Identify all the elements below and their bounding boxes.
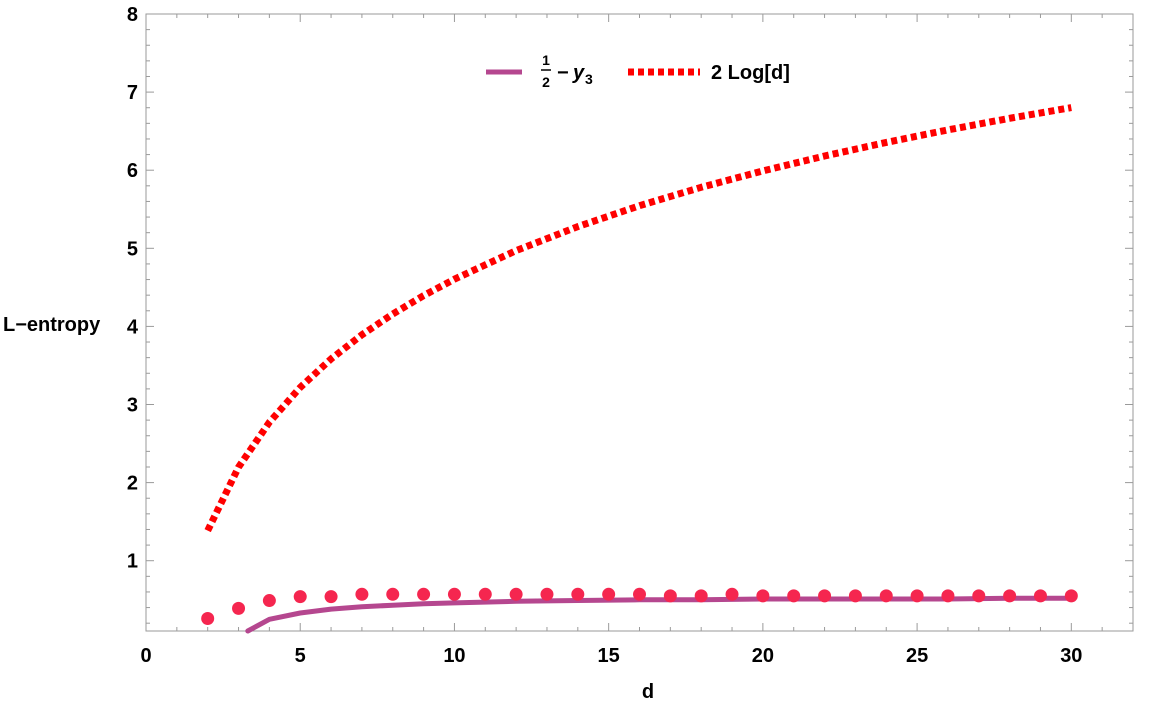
data-point [571, 587, 585, 601]
x-tick-label: 30 [1060, 645, 1082, 667]
series-line-two_log_d [204, 104, 1072, 533]
tick-labels: 0 5 10 15 20 25 30 1 2 3 4 5 6 7 8 [127, 4, 1083, 667]
x-tick-label: 20 [752, 645, 774, 667]
data-point [848, 589, 862, 603]
x-tick-label: 0 [140, 645, 151, 667]
plot-frame [145, 13, 1134, 632]
data-point [787, 589, 801, 603]
data-point [694, 589, 708, 603]
y-tick-label: 1 [127, 551, 138, 573]
data-point [602, 587, 616, 601]
data-point [478, 587, 492, 601]
data-point [972, 589, 986, 603]
data-point [262, 594, 276, 608]
legend-minus-sign: − [557, 62, 569, 84]
data-point [879, 589, 893, 603]
data-point [1064, 589, 1078, 603]
legend: 1 2 − y 3 2 Log[d] [486, 52, 790, 90]
x-axis-title: d [642, 681, 654, 703]
data-point [910, 589, 924, 603]
data-point [941, 589, 955, 603]
data-point [355, 587, 369, 601]
x-tick-label: 5 [295, 645, 306, 667]
data-point [1003, 589, 1017, 603]
series-layer [201, 104, 1078, 634]
legend-frac-numerator: 1 [542, 52, 550, 68]
ticks [145, 13, 1134, 631]
y-tick-label: 6 [127, 160, 138, 182]
y-tick-label: 8 [127, 4, 138, 26]
data-point [293, 590, 307, 604]
series-line-half_minus_y3 [245, 595, 1074, 634]
data-point [386, 587, 400, 601]
y-tick-label: 3 [127, 395, 138, 417]
data-point [818, 589, 832, 603]
y-tick-label: 2 [127, 473, 138, 495]
data-point [1033, 589, 1047, 603]
data-point [756, 589, 770, 603]
data-point [633, 587, 646, 601]
data-point [540, 587, 554, 601]
data-point [725, 587, 739, 601]
data-point [201, 612, 215, 626]
legend-label-two-log-d: 2 Log[d] [711, 62, 790, 84]
data-point [663, 589, 677, 603]
data-point [324, 590, 338, 604]
data-point [417, 587, 431, 601]
y-tick-label: 7 [127, 82, 138, 104]
data-point [447, 587, 461, 601]
legend-subscript: 3 [585, 71, 593, 87]
x-tick-label: 15 [598, 645, 620, 667]
legend-var-y: y [572, 62, 585, 84]
x-tick-label: 10 [443, 645, 465, 667]
x-tick-label: 25 [906, 645, 928, 667]
data-point [232, 601, 246, 615]
legend-frac-denominator: 2 [542, 74, 550, 90]
data-point [509, 587, 523, 601]
y-axis-title: L−entropy [3, 314, 101, 336]
y-tick-label: 4 [127, 316, 139, 338]
y-tick-label: 5 [127, 238, 138, 260]
